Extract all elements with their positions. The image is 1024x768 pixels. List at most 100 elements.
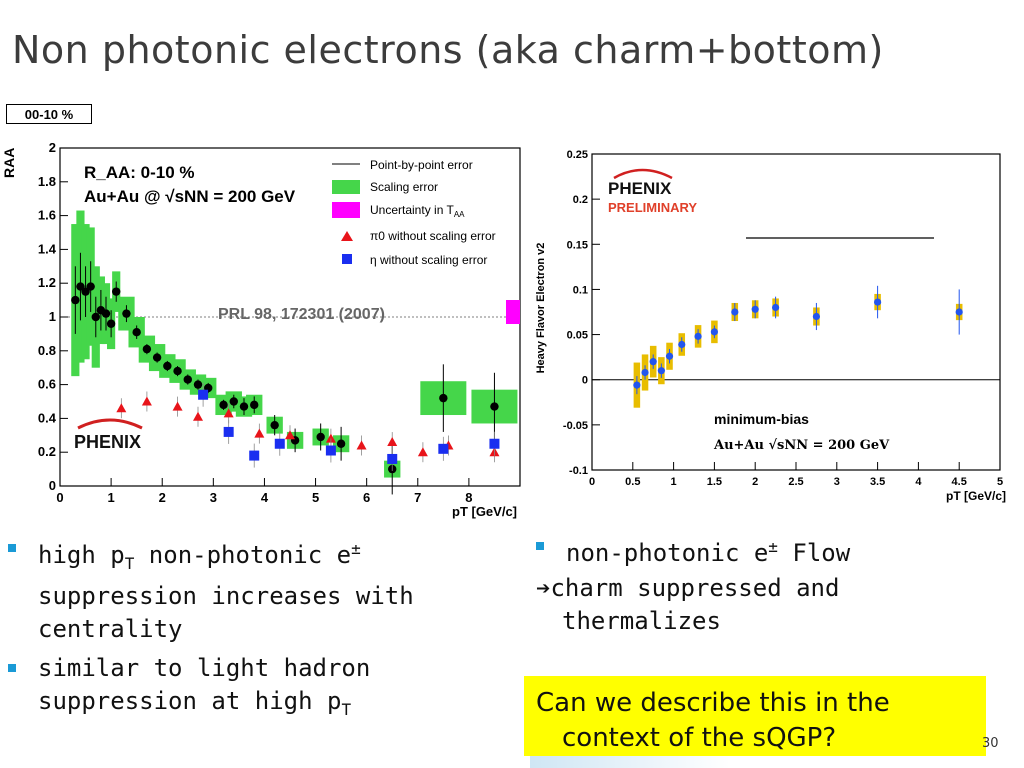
bullet-sup: ± xyxy=(768,537,778,556)
v2-ytick-label: 0.2 xyxy=(573,194,588,206)
raa-title: R_AA: 0-10 % xyxy=(84,163,195,182)
raa-logo-text: PHENIX xyxy=(74,432,141,452)
raa-xlabel: pT [GeV/c] xyxy=(452,504,517,519)
bullet-text: Flow xyxy=(777,539,851,567)
v2-ytick-label: -0.05 xyxy=(563,420,588,432)
electron-point xyxy=(112,287,121,296)
v2-point xyxy=(731,308,739,316)
pi0-point xyxy=(356,440,367,450)
eta-point xyxy=(223,426,234,437)
raa-subtitle: Au+Au @ √sNN = 200 GeV xyxy=(84,187,296,206)
v2-ytick-label: 0 xyxy=(582,375,588,387)
raa-ytick-label: 0 xyxy=(49,478,56,493)
v2-point xyxy=(633,381,641,389)
electron-point xyxy=(86,282,95,291)
electron-point xyxy=(81,287,90,296)
v2-logo-text: PHENIX xyxy=(608,179,672,198)
electron-point xyxy=(490,402,499,411)
v2-ytick-label: -0.1 xyxy=(569,465,588,477)
v2-point xyxy=(874,298,882,306)
taa-uncertainty-box xyxy=(506,300,520,324)
v2-xtick-label: 2 xyxy=(752,476,758,488)
bullet-icon xyxy=(536,542,544,550)
raa-legend: Point-by-point error Scaling error Uncer… xyxy=(332,158,496,267)
bullet-text: non-photonic e xyxy=(566,539,769,567)
v2-xtick-label: 2.5 xyxy=(788,476,803,488)
eta-point xyxy=(249,450,260,461)
legend-marker-pi0 xyxy=(341,231,353,241)
v2-point xyxy=(665,352,674,360)
phenix-logo: PHENIX xyxy=(74,418,143,452)
raa-ytick-label: 0.8 xyxy=(38,343,56,358)
pi0-point xyxy=(223,408,234,418)
pi0-point xyxy=(417,447,428,457)
raa-xtick-label: 2 xyxy=(159,490,166,505)
list-item: non-photonic e± Flow xyxy=(536,530,1006,570)
right-text-block: non-photonic e± Flow ➔charm suppressed a… xyxy=(536,530,1006,638)
raa-xtick-label: 1 xyxy=(107,490,114,505)
legend-swatch-taa xyxy=(332,202,360,218)
v2-ytick-label: 0.1 xyxy=(573,284,588,296)
slide-title: Non photonic electrons (aka charm+bottom… xyxy=(12,28,884,72)
arrow-line-cont: thermalizes xyxy=(562,607,721,635)
eta-point xyxy=(274,438,285,449)
raa-ytick-label: 0.6 xyxy=(38,377,56,392)
page-number: 30 xyxy=(982,736,999,751)
pi0-point xyxy=(141,396,152,406)
v2-point xyxy=(772,303,780,312)
raa-ytick-label: 1.8 xyxy=(38,174,56,189)
bullet-sup: ± xyxy=(351,539,361,558)
raa-xtick-label: 6 xyxy=(363,490,370,505)
legend-item-point-error: Point-by-point error xyxy=(370,158,473,172)
raa-xtick-label: 7 xyxy=(414,490,421,505)
eta-point xyxy=(387,453,398,464)
phenix-logo-v2: PHENIX PRELIMINARY xyxy=(608,168,697,215)
eta-point xyxy=(489,438,500,449)
v2-point xyxy=(710,328,718,336)
electron-point xyxy=(91,312,100,322)
electron-point xyxy=(336,439,346,448)
v2-point xyxy=(657,367,665,375)
raa-annotation: PRL 98, 172301 (2007) xyxy=(218,306,385,323)
bullet-text: suppression increases with centrality xyxy=(38,581,414,643)
arrow-icon: ➔ xyxy=(536,574,551,602)
v2-xtick-label: 3.5 xyxy=(870,476,885,488)
raa-xtick-label: 8 xyxy=(465,490,472,505)
v2-xtick-label: 0.5 xyxy=(625,476,640,488)
v2-point xyxy=(751,305,759,313)
arrow-line: ➔charm suppressed and xyxy=(536,572,1006,605)
electron-point xyxy=(239,402,249,411)
raa-ytick-label: 0.2 xyxy=(38,444,56,459)
v2-xtick-label: 1 xyxy=(671,476,677,488)
v2-xtick-label: 0 xyxy=(589,476,595,488)
bullet-text: similar to light hadron suppression at h… xyxy=(38,653,371,715)
electron-point xyxy=(229,397,238,406)
v2-ytick-label: 0.05 xyxy=(567,330,588,342)
v2-xlabel: pT [GeV/c] xyxy=(946,489,1006,503)
list-item: similar to light hadron suppression at h… xyxy=(8,652,513,726)
eta-point xyxy=(198,389,209,400)
electron-point xyxy=(101,309,111,318)
v2-point xyxy=(955,308,963,316)
bullet-text: high p xyxy=(38,541,125,569)
raa-ytick-label: 1 xyxy=(49,309,56,324)
raa-ytick-label: 2 xyxy=(49,140,56,155)
electron-point xyxy=(76,282,85,291)
legend-swatch-scaling xyxy=(332,180,360,194)
electron-point xyxy=(122,309,131,318)
left-bullet-list: high pT non-photonic e± suppression incr… xyxy=(8,532,513,732)
raa-xtick-label: 5 xyxy=(312,490,319,505)
v2-ytick-label: 0.25 xyxy=(567,149,588,161)
callout-line1: Can we describe this in the xyxy=(536,688,890,718)
electron-point xyxy=(173,366,182,376)
electron-point xyxy=(106,319,116,328)
raa-xtick-label: 4 xyxy=(261,490,269,505)
electron-point xyxy=(71,295,80,305)
legend-item-pi0: π0 without scaling error xyxy=(370,229,496,243)
v2-point xyxy=(649,358,657,366)
raa-chart: 0 1 2 3 4 5 6 7 8 0 0.2 0.4 0.6 0.8 1 1.2 1.4 1.6 1.8 2 R_A… xyxy=(1,140,521,519)
callout-line2: context of the sQGP? xyxy=(562,723,837,753)
electron-point xyxy=(316,432,325,442)
v2-point xyxy=(694,332,702,340)
v2-point xyxy=(812,312,820,321)
